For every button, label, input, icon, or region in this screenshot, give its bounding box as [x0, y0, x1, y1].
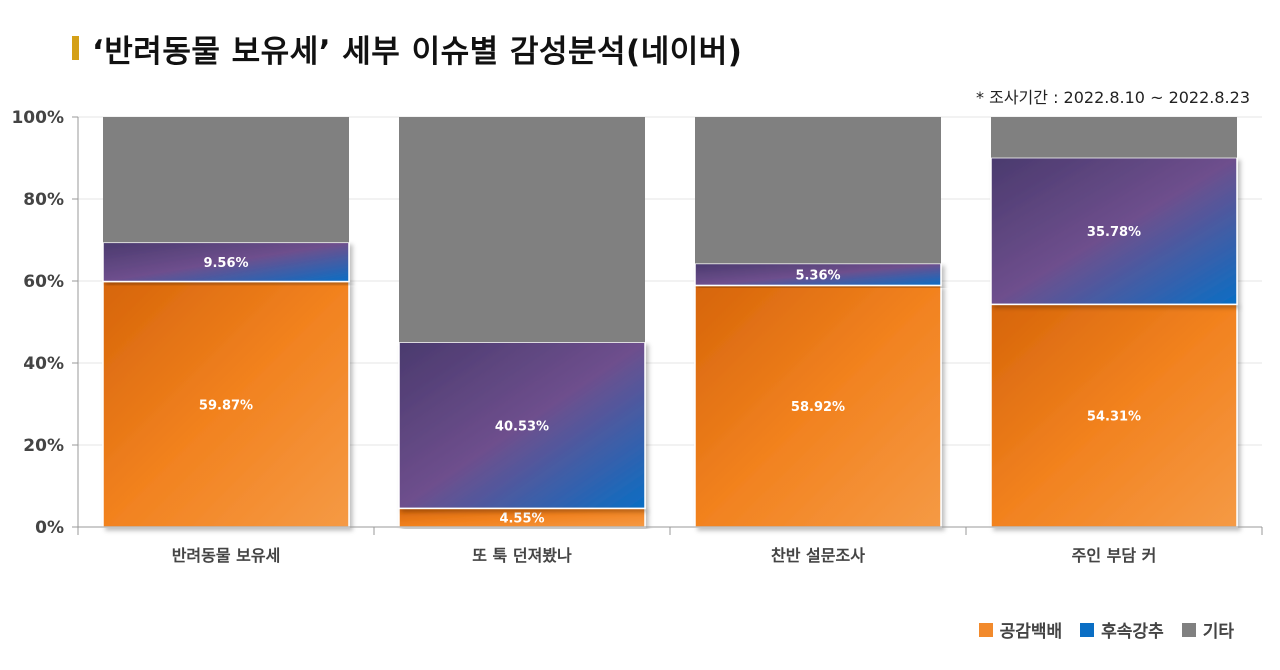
chart-title: ‘반려동물 보유세’ 세부 이슈별 감성분석(네이버) — [92, 34, 743, 70]
survey-period: * 조사기간 : 2022.8.10 ~ 2022.8.23 — [976, 88, 1250, 107]
data-label-followup: 35.78% — [1087, 225, 1141, 240]
bar-other — [399, 117, 645, 343]
bar-empathy — [694, 284, 942, 528]
bar-followup — [398, 341, 646, 510]
data-label-empathy: 58.92% — [791, 400, 845, 415]
legend-label-empathy: 공감백배 — [999, 622, 1063, 642]
legend-swatch-empathy — [978, 622, 993, 637]
data-label-followup: 40.53% — [495, 419, 549, 434]
bar-followup — [102, 241, 350, 283]
bar-other — [695, 117, 941, 264]
y-tick-label: 0% — [35, 518, 64, 538]
y-tick-label: 80% — [23, 190, 64, 210]
data-label-empathy: 59.87% — [199, 398, 253, 413]
legend-swatch-followup — [1080, 622, 1095, 637]
data-label-empathy: 54.31% — [1087, 410, 1141, 425]
legend: 공감백배 후속강추 기타 — [978, 617, 1234, 642]
y-tick-label: 20% — [23, 436, 64, 456]
bar-followup — [990, 156, 1238, 306]
y-tick-label: 60% — [23, 272, 64, 292]
y-tick-label: 100% — [11, 108, 64, 128]
data-label-followup: 9.56% — [203, 256, 248, 271]
bar-other — [103, 117, 349, 243]
x-category-label: 찬반 설문조사 — [771, 546, 865, 565]
x-category-label: 또 툭 던져봤나 — [472, 546, 572, 565]
legend-swatch-other — [1181, 622, 1196, 637]
bar-other — [991, 117, 1237, 158]
legend-item-followup: 후속강추 — [1080, 617, 1164, 642]
data-label-empathy: 4.55% — [499, 512, 544, 527]
data-label-followup: 5.36% — [795, 268, 840, 283]
legend-item-empathy: 공감백배 — [978, 617, 1063, 642]
y-tick-label: 40% — [23, 354, 64, 374]
legend-label-other: 기타 — [1202, 622, 1234, 642]
bar-empathy — [990, 303, 1238, 528]
legend-item-other: 기타 — [1181, 617, 1234, 642]
title-accent-bar — [72, 36, 79, 60]
legend-label-followup: 후속강추 — [1101, 622, 1164, 642]
x-category-label: 반려동물 보유세 — [172, 546, 281, 565]
x-category-label: 주인 부담 커 — [1072, 546, 1157, 565]
